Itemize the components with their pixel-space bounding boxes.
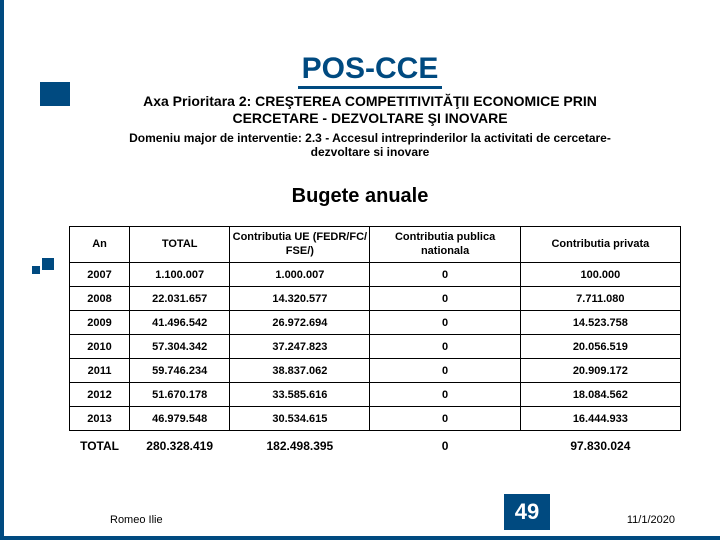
page-subsubtitle: Domeniu major de interventie: 2.3 - Acce… bbox=[110, 131, 630, 160]
table-cell: 0 bbox=[370, 359, 520, 383]
decoration-square bbox=[42, 258, 54, 270]
table-cell: 2011 bbox=[70, 359, 130, 383]
table-cell: 97.830.024 bbox=[520, 431, 680, 458]
table-cell: TOTAL bbox=[70, 431, 130, 458]
table-row: 201251.670.17833.585.616018.084.562 bbox=[70, 383, 681, 407]
table-cell: 182.498.395 bbox=[230, 431, 370, 458]
decoration-square bbox=[32, 266, 40, 274]
table-header-cell: Contributia UE (FEDR/FC/ FSE/) bbox=[230, 227, 370, 263]
table-cell: 280.328.419 bbox=[130, 431, 230, 458]
table-cell: 0 bbox=[370, 407, 520, 431]
table-cell: 59.746.234 bbox=[130, 359, 230, 383]
table-cell: 41.496.542 bbox=[130, 311, 230, 335]
page-subtitle: Axa Prioritara 2: CREŞTEREA COMPETITIVIT… bbox=[110, 93, 630, 127]
table-row: 200941.496.54226.972.694014.523.758 bbox=[70, 311, 681, 335]
table-cell: 100.000 bbox=[520, 263, 680, 287]
table-header-cell: TOTAL bbox=[130, 227, 230, 263]
table-cell: 0 bbox=[370, 383, 520, 407]
page-title: POS-CCE bbox=[298, 52, 443, 89]
table-cell: 14.523.758 bbox=[520, 311, 680, 335]
table-row: 200822.031.65714.320.57707.711.080 bbox=[70, 287, 681, 311]
page-number-badge: 49 bbox=[504, 494, 550, 530]
footer-author: Romeo Ilie bbox=[110, 514, 163, 526]
table-cell: 1.000.007 bbox=[230, 263, 370, 287]
table-cell: 0 bbox=[370, 287, 520, 311]
table-header-cell: Contributia privata bbox=[520, 227, 680, 263]
table-header-row: An TOTAL Contributia UE (FEDR/FC/ FSE/) … bbox=[70, 227, 681, 263]
table-cell: 57.304.342 bbox=[130, 335, 230, 359]
table-row: 201346.979.54830.534.615016.444.933 bbox=[70, 407, 681, 431]
table-cell: 46.979.548 bbox=[130, 407, 230, 431]
table-cell: 2008 bbox=[70, 287, 130, 311]
table-cell: 22.031.657 bbox=[130, 287, 230, 311]
table-header-cell: An bbox=[70, 227, 130, 263]
table-cell: 2013 bbox=[70, 407, 130, 431]
table-row: 201159.746.23438.837.062020.909.172 bbox=[70, 359, 681, 383]
slide-border-bottom bbox=[0, 536, 720, 540]
table-row: 201057.304.34237.247.823020.056.519 bbox=[70, 335, 681, 359]
table-cell: 2012 bbox=[70, 383, 130, 407]
table-cell: 30.534.615 bbox=[230, 407, 370, 431]
table-cell: 0 bbox=[370, 311, 520, 335]
header-block: POS-CCE Axa Prioritara 2: CREŞTEREA COMP… bbox=[60, 52, 680, 159]
table-cell: 20.056.519 bbox=[520, 335, 680, 359]
table-cell: 7.711.080 bbox=[520, 287, 680, 311]
table-row: 20071.100.0071.000.0070100.000 bbox=[70, 263, 681, 287]
footer-date: 11/1/2020 bbox=[627, 514, 675, 526]
table-cell: 51.670.178 bbox=[130, 383, 230, 407]
table-cell: 37.247.823 bbox=[230, 335, 370, 359]
table-cell: 14.320.577 bbox=[230, 287, 370, 311]
table-cell: 0 bbox=[370, 335, 520, 359]
table-cell: 2010 bbox=[70, 335, 130, 359]
table-cell: 33.585.616 bbox=[230, 383, 370, 407]
table-cell: 2007 bbox=[70, 263, 130, 287]
table-cell: 38.837.062 bbox=[230, 359, 370, 383]
budget-table: An TOTAL Contributia UE (FEDR/FC/ FSE/) … bbox=[69, 226, 681, 457]
table-row: TOTAL280.328.419182.498.395097.830.024 bbox=[70, 431, 681, 458]
table-cell: 18.084.562 bbox=[520, 383, 680, 407]
table-header-cell: Contributia publica nationala bbox=[370, 227, 520, 263]
table-cell: 16.444.933 bbox=[520, 407, 680, 431]
table-cell: 1.100.007 bbox=[130, 263, 230, 287]
table-cell: 0 bbox=[370, 431, 520, 458]
table-cell: 0 bbox=[370, 263, 520, 287]
table-cell: 26.972.694 bbox=[230, 311, 370, 335]
table-cell: 2009 bbox=[70, 311, 130, 335]
section-title: Bugete anuale bbox=[0, 185, 720, 208]
table-cell: 20.909.172 bbox=[520, 359, 680, 383]
slide-border-left bbox=[0, 0, 4, 540]
